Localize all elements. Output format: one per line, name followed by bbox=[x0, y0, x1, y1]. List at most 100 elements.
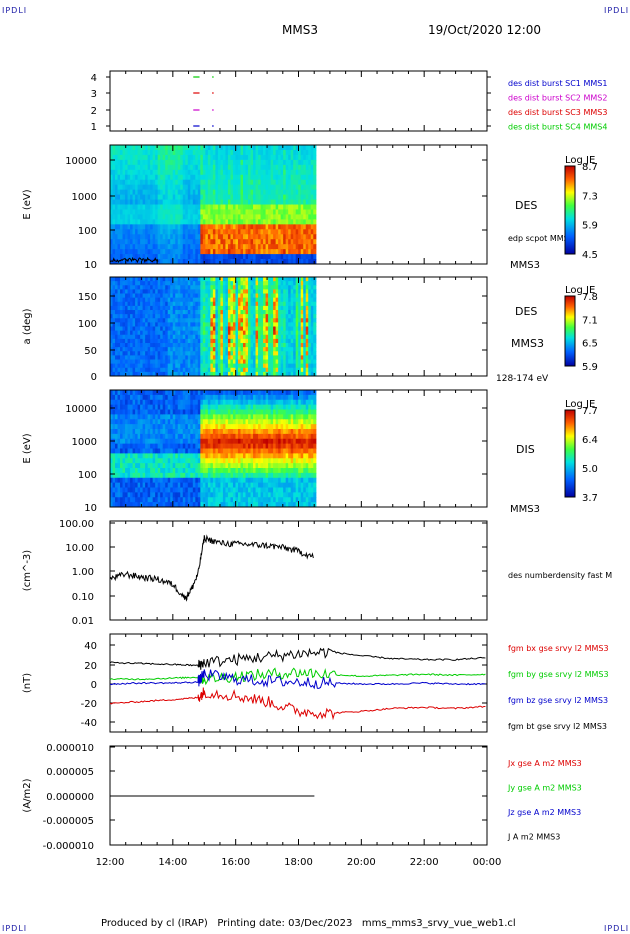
spectrogram-cell bbox=[117, 234, 121, 240]
spectrogram-cell bbox=[110, 404, 114, 411]
spectrogram-cell bbox=[180, 438, 184, 445]
spectrogram-cell bbox=[305, 289, 309, 295]
spectrogram-cell bbox=[170, 164, 174, 171]
spectrogram-cell bbox=[117, 338, 121, 344]
spectrogram-cell bbox=[162, 318, 166, 323]
spectrogram-cell bbox=[303, 229, 307, 235]
spectrogram-cell bbox=[200, 214, 204, 220]
spectrogram-cell bbox=[265, 169, 269, 176]
spectrogram-cell bbox=[120, 355, 124, 361]
spectrogram-cell bbox=[147, 293, 151, 299]
spectrogram-cell bbox=[172, 326, 176, 332]
spectrogram-cell bbox=[127, 224, 131, 230]
spectrogram-cell bbox=[112, 277, 116, 282]
spectrogram-cell bbox=[110, 194, 114, 201]
spectrogram-cell bbox=[140, 468, 144, 474]
spectrogram-cell bbox=[125, 472, 129, 479]
spectrogram-cell bbox=[130, 363, 134, 369]
spectrogram-cell bbox=[110, 351, 114, 356]
spectrogram-cell bbox=[235, 254, 239, 260]
spectrogram-cell bbox=[313, 164, 317, 171]
spectrogram-cell bbox=[115, 433, 119, 440]
spectrogram-cell bbox=[248, 159, 252, 166]
spectrogram-cell bbox=[162, 184, 166, 191]
spectrogram-cell bbox=[165, 224, 169, 230]
spectrogram-cell bbox=[298, 219, 302, 225]
spectrogram-cell bbox=[135, 293, 139, 299]
spectrogram-cell bbox=[167, 338, 171, 344]
spectrogram-cell bbox=[182, 224, 186, 230]
spectrogram-cell bbox=[120, 204, 124, 211]
spectrogram-cell bbox=[122, 164, 126, 171]
spectrogram-cell bbox=[280, 318, 284, 323]
spectrogram-cell bbox=[290, 219, 294, 225]
spectrogram-cell bbox=[175, 204, 179, 211]
spectrogram-cell bbox=[288, 330, 292, 336]
spectrogram-cell bbox=[240, 184, 244, 191]
spectrogram-cell bbox=[270, 244, 274, 250]
spectrogram-cell bbox=[160, 482, 164, 489]
spectrogram-cell bbox=[147, 433, 151, 440]
spectrogram-cell bbox=[162, 194, 166, 201]
spectrogram-cell bbox=[167, 297, 171, 303]
spectrogram-cell bbox=[192, 305, 196, 311]
spectrogram-cell bbox=[190, 390, 194, 396]
spectrogram-cell bbox=[157, 399, 161, 406]
panel3-colorbar-tick: 5.9 bbox=[582, 362, 598, 373]
spectrogram-cell bbox=[150, 458, 154, 464]
spectrogram-cell bbox=[220, 234, 224, 240]
spectrogram-cell bbox=[127, 424, 131, 430]
spectrogram-cell bbox=[197, 347, 201, 352]
spectrogram-cell bbox=[210, 154, 214, 161]
spectrogram-cell bbox=[243, 159, 247, 166]
panel3-colorbar-tick: 6.5 bbox=[582, 339, 598, 350]
spectrogram-cell bbox=[255, 194, 259, 201]
spectrogram-cell bbox=[137, 453, 141, 459]
spectrogram-cell bbox=[195, 448, 199, 454]
spectrogram-cell bbox=[110, 343, 114, 348]
spectrogram-cell bbox=[275, 334, 279, 340]
spectrogram-cell bbox=[175, 224, 179, 230]
spectrogram-cell bbox=[142, 438, 146, 445]
spectrogram-cell bbox=[232, 219, 237, 225]
spectrogram-cell bbox=[122, 448, 126, 454]
spectrogram-cell bbox=[215, 164, 219, 171]
spectrogram-cell bbox=[160, 453, 164, 459]
spectrogram-cell bbox=[300, 179, 304, 186]
spectrogram-cell bbox=[210, 229, 214, 235]
spectrogram-cell bbox=[125, 310, 129, 315]
spectrogram-cell bbox=[207, 338, 211, 344]
spectrogram-cell bbox=[295, 318, 299, 323]
spectrogram-cell bbox=[217, 239, 222, 245]
spectrogram-cell bbox=[230, 322, 234, 328]
spectrogram-cell bbox=[162, 438, 166, 445]
spectrogram-cell bbox=[273, 297, 277, 303]
spectrogram-cell bbox=[165, 199, 169, 206]
spectrogram-cell bbox=[157, 214, 161, 220]
spectrogram-cell bbox=[167, 204, 171, 211]
spectrogram-cell bbox=[162, 224, 166, 230]
spectrogram-cell bbox=[268, 149, 272, 156]
spectrogram-cell bbox=[127, 305, 131, 311]
spectrogram-cell bbox=[225, 347, 229, 352]
spectrogram-cell bbox=[278, 330, 282, 336]
spectrogram-cell bbox=[255, 219, 259, 225]
spectrogram-cell bbox=[248, 338, 252, 344]
spectrogram-cell bbox=[135, 351, 139, 356]
spectrogram-cell bbox=[288, 249, 292, 255]
spectrogram-cell bbox=[170, 443, 174, 450]
spectrogram-cell bbox=[253, 244, 257, 250]
spectrogram-cell bbox=[145, 482, 149, 489]
spectrogram-cell bbox=[195, 330, 199, 336]
spectrogram-cell bbox=[137, 363, 141, 369]
panel1-ytick-label: 2 bbox=[91, 106, 97, 117]
spectrogram-cell bbox=[115, 448, 119, 454]
spectrogram-cell bbox=[172, 145, 176, 151]
spectrogram-cell bbox=[155, 326, 159, 332]
spectrogram-cell bbox=[243, 347, 247, 352]
spectrogram-cell bbox=[222, 194, 227, 201]
spectrogram-cell bbox=[115, 234, 119, 240]
spectrogram-cell bbox=[167, 468, 171, 474]
spectrogram-cell bbox=[235, 363, 239, 369]
spectrogram-cell bbox=[187, 390, 191, 396]
